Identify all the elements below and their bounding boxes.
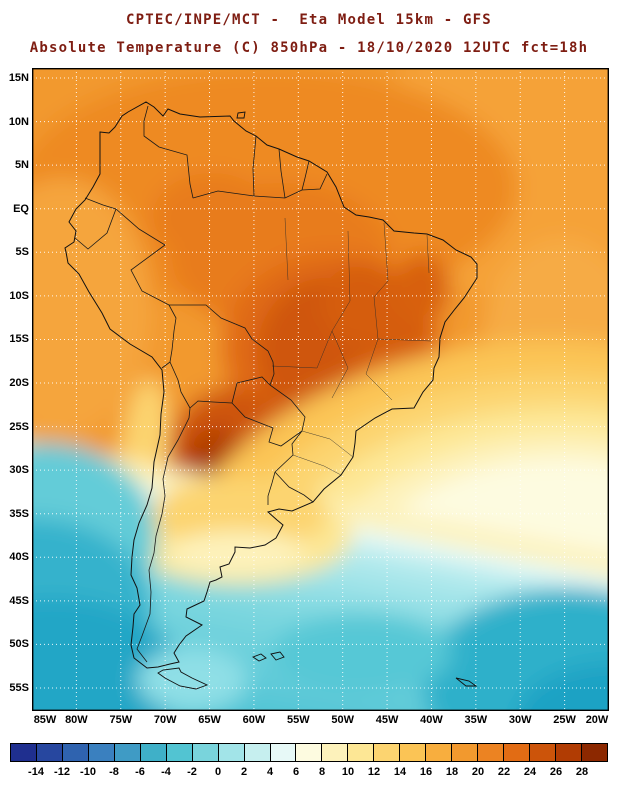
colorbar-segment	[192, 744, 219, 761]
lon-tick-label: 70W	[153, 714, 177, 726]
colorbar-tick-label: -8	[109, 766, 119, 778]
title-line-2: Absolute Temperature (C) 850hPa - 18/10/…	[29, 40, 589, 56]
colorbar-segment	[478, 744, 505, 761]
temperature-map	[32, 68, 609, 711]
colorbar-segment	[530, 744, 557, 761]
lat-tick-label: 30S	[9, 464, 29, 477]
colorbar-tick-label: -2	[187, 766, 197, 778]
colorbar-segment	[322, 744, 349, 761]
colorbar-tick-label: -14	[28, 766, 44, 778]
lon-tick-label: 65W	[198, 714, 221, 726]
colorbar-tick-label: 8	[318, 766, 326, 778]
lat-tick-label: 15N	[8, 72, 29, 85]
country-borders	[74, 105, 328, 663]
colorbar-segment	[114, 744, 141, 761]
lat-tick-label: 20S	[9, 377, 29, 389]
grid-lines	[32, 68, 609, 711]
colorbar-segment	[11, 744, 37, 761]
colorbar-segment	[452, 744, 479, 761]
colorbar-tick-label: 26	[549, 766, 563, 778]
lat-tick-label: 25S	[9, 420, 29, 433]
colorbar-segment	[374, 744, 401, 761]
colorbar-tick-label: 4	[266, 766, 274, 778]
colorbar-segment	[88, 744, 115, 761]
lat-tick-label: EQ	[13, 202, 29, 215]
temperature-field	[32, 68, 609, 711]
map-frame	[32, 68, 609, 711]
colorbar-segment	[504, 744, 531, 761]
colorbar-segment	[36, 744, 63, 761]
colorbar-segment	[166, 744, 193, 761]
colorbar-tick-label: 24	[523, 766, 537, 778]
islands	[157, 111, 478, 690]
lat-tick-label: 10N	[8, 115, 29, 128]
colorbar-tick-label: 14	[393, 766, 407, 778]
colorbar-segment	[426, 744, 453, 761]
colorbar-tick-label: 12	[367, 766, 381, 778]
lon-tick-label: 85W	[33, 714, 57, 726]
lon-tick-label: 80W	[65, 714, 88, 726]
colorbar-segment	[218, 744, 245, 761]
colorbar-tick-label: 28	[575, 766, 589, 778]
colorbar-segment	[296, 744, 323, 761]
colorbar-segment	[348, 744, 375, 761]
colorbar-tick-label: 10	[341, 766, 355, 778]
colorbar-segment	[270, 744, 297, 761]
lon-tick-label: 60W	[242, 714, 266, 726]
lon-tick-label: 40W	[420, 714, 443, 726]
colorbar-segment	[62, 744, 89, 761]
colorbar-segment	[581, 744, 607, 761]
colorbar-tick-label: 2	[240, 766, 248, 778]
lat-tick-label: 35S	[9, 507, 29, 520]
coastline	[64, 101, 478, 669]
colorbar-tick-label: -12	[54, 766, 70, 778]
lat-tick-label: 50S	[9, 638, 29, 651]
lat-tick-label: 55S	[9, 681, 29, 694]
colorbar-tick-label: -4	[161, 766, 171, 778]
lon-tick-label: 25W	[553, 714, 576, 726]
colorbar-segment	[140, 744, 167, 761]
lon-tick-label: 50W	[331, 714, 354, 726]
lon-tick-label: 75W	[109, 714, 133, 726]
state-borders	[271, 217, 432, 476]
colorbar-tick-label: 20	[471, 766, 485, 778]
lon-tick-label: 20W	[585, 714, 609, 726]
lat-tick-label: 15S	[9, 333, 29, 346]
colorbar-tick-label: 22	[497, 766, 511, 778]
colorbar-segment	[556, 744, 582, 761]
lat-tick-label: 40S	[9, 551, 29, 564]
colorbar-tick-label: 18	[445, 766, 459, 778]
lat-tick-label: 5S	[15, 246, 29, 259]
colorbar-tick-label: 6	[292, 766, 300, 778]
colorbar-tick-label: 0	[214, 766, 222, 778]
colorbar-segment	[244, 744, 271, 761]
title-line-1: CPTEC/INPE/MCT - Eta Model 15km - GFS	[126, 12, 492, 28]
lat-tick-label: 45S	[9, 594, 29, 607]
lon-tick-label: 30W	[508, 714, 532, 726]
lon-tick-label: 35W	[464, 714, 488, 726]
lon-tick-label: 55W	[286, 714, 310, 726]
colorbar-tick-label: -10	[80, 766, 96, 778]
colorbar-tick-label: 16	[419, 766, 433, 778]
colorbar-segment	[400, 744, 427, 761]
title-block: CPTEC/INPE/MCT - Eta Model 15km - GFS Ab…	[0, 6, 618, 62]
lat-tick-label: 5N	[14, 159, 29, 172]
colorbar-tick-label: -6	[135, 766, 145, 778]
lon-tick-label: 45W	[375, 714, 399, 726]
colorbar	[10, 743, 608, 762]
lat-tick-label: 10S	[9, 289, 29, 302]
